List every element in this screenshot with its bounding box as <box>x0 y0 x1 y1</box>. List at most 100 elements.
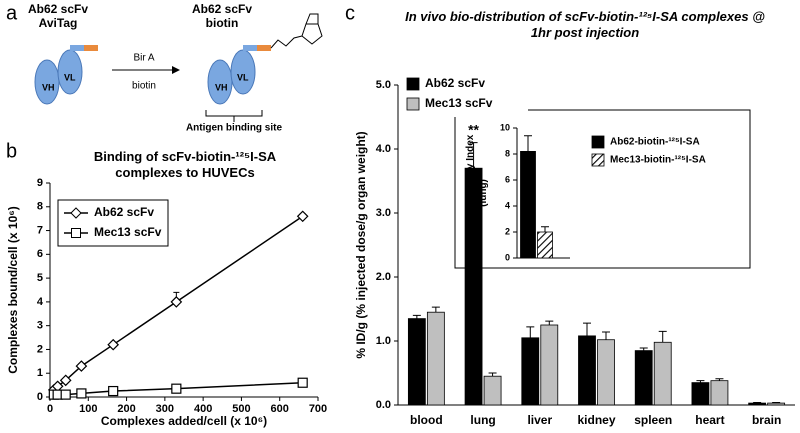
biotin-chain <box>270 35 303 49</box>
marker <box>70 207 82 219</box>
legend-label: Ab62 scFv <box>94 205 154 219</box>
legend-label: Mec13 scFv <box>94 225 162 239</box>
bar <box>537 231 553 259</box>
y-tick-label: 7 <box>37 224 43 236</box>
panel-label: b <box>6 140 17 162</box>
error-bar <box>412 314 421 319</box>
tag <box>243 45 257 51</box>
panel-label: a <box>6 2 18 24</box>
marker <box>171 383 182 394</box>
x-tick-label: 100 <box>79 403 97 415</box>
bar <box>710 380 729 406</box>
y-tick-label: 6 <box>505 174 510 184</box>
y-tick-label: 8 <box>505 148 510 158</box>
biotin-ring <box>301 23 323 45</box>
y-tick-label: 1 <box>37 367 43 379</box>
error-bar <box>488 372 497 377</box>
marker <box>108 385 119 397</box>
bar <box>426 311 445 406</box>
x-tick-label: kidney <box>577 413 615 427</box>
y-tick-label: 2 <box>505 226 510 236</box>
marker <box>297 377 308 388</box>
bar <box>521 337 540 406</box>
y-tick-label: 0.0 <box>376 399 391 411</box>
annotation: ** <box>468 121 479 137</box>
error-bar <box>658 330 667 343</box>
y-tick-label: 9 <box>37 177 43 189</box>
legend-box <box>403 71 528 117</box>
legend-swatch <box>591 135 605 149</box>
domain-label: VH <box>42 82 55 92</box>
domain-label: VL <box>64 72 76 82</box>
y-tick-label: 0 <box>505 252 510 262</box>
y-tick-label: 10 <box>500 122 510 132</box>
y-tick-label: 4 <box>37 296 44 308</box>
x-tick-label: lung <box>470 413 495 427</box>
legend-label: Ab62-biotin-¹²⁵I-SA <box>610 137 700 148</box>
bar <box>597 339 615 406</box>
marker <box>76 388 87 399</box>
error-bar <box>524 135 532 152</box>
chart-title: Binding of scFv-biotin-¹²⁵I-SA complexes … <box>94 149 277 180</box>
bar <box>767 402 786 406</box>
x-tick-label: 600 <box>271 403 289 415</box>
chart-title: In vivo bio-distribution of scFv-biotin-… <box>405 9 765 40</box>
x-tick-label: 700 <box>309 403 327 415</box>
legend-box <box>57 199 169 247</box>
y-tick-label: 5.0 <box>376 79 391 91</box>
error-bar <box>541 226 549 232</box>
domain-label: VL <box>237 72 249 82</box>
x-tick-label: 200 <box>117 403 135 415</box>
legend-box <box>588 130 748 172</box>
x-tick-label: blood <box>410 413 443 427</box>
tag <box>70 45 84 51</box>
error-bar <box>602 331 610 340</box>
biotin-ring <box>305 13 319 25</box>
bar <box>520 150 536 259</box>
x-axis-label: Complexes added/cell (x 10⁶) <box>101 414 267 428</box>
x-tick-label: 0 <box>47 403 53 415</box>
x-tick-label: brain <box>752 413 781 427</box>
error-bar <box>431 306 440 313</box>
diagram-label: Ab62 scFv AviTag <box>28 2 88 30</box>
error-bar <box>639 347 648 351</box>
legend-swatch <box>406 97 420 111</box>
y-tick-label: 2 <box>37 343 43 355</box>
bar <box>578 335 596 406</box>
tag <box>257 45 271 51</box>
y-tick-label: 3 <box>37 320 43 332</box>
bar <box>540 324 559 406</box>
y-tick-label: 2.0 <box>376 271 391 283</box>
legend-swatch <box>591 153 605 167</box>
legend-label: Ab62 scFv <box>425 76 485 90</box>
y-tick-label: 5 <box>37 272 43 284</box>
marker <box>107 338 120 351</box>
bar <box>748 402 767 406</box>
y-axis-label: % ID/g (% injected dose/g organ weight) <box>354 131 368 358</box>
panel-label: c <box>345 2 355 24</box>
y-axis-label: Complexes bound/cell (x 10⁶) <box>6 206 20 374</box>
tag <box>84 45 98 51</box>
site-label: Antigen binding site <box>186 123 283 134</box>
arrow-head <box>172 66 180 74</box>
substrate-label: biotin <box>132 81 156 92</box>
y-tick-label: 0 <box>37 391 43 403</box>
y-axis-label: Immunospecificity Index (lung) <box>465 134 489 251</box>
y-tick-label: 3.0 <box>376 207 391 219</box>
diagram: Ab62 scFv AviTag Ab62 scFv biotin VH VL Bi… <box>28 2 323 134</box>
error-bar <box>583 322 591 336</box>
y-tick-label: 8 <box>37 201 43 213</box>
enzyme-label: Bir A <box>133 53 154 64</box>
error-bar <box>469 142 478 169</box>
marker <box>60 389 71 400</box>
marker <box>59 374 72 387</box>
bar <box>634 350 653 406</box>
y-tick-label: 6 <box>37 248 43 260</box>
domain-label: VH <box>215 82 228 92</box>
legend-label: Mec13-biotin-¹²⁵I-SA <box>610 155 706 166</box>
legend-swatch <box>406 77 420 91</box>
x-tick-label: liver <box>527 413 552 427</box>
x-tick-label: heart <box>695 413 724 427</box>
y-tick-label: 4.0 <box>376 143 391 155</box>
